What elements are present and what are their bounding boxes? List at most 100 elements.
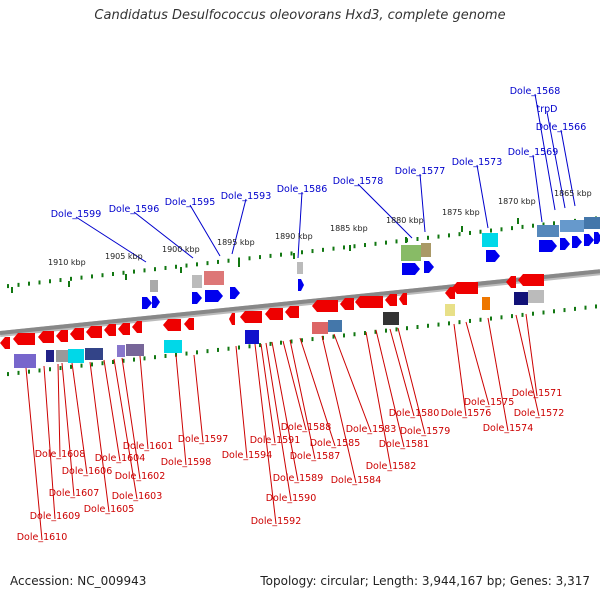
gene-label: Dole_1594 — [222, 450, 273, 461]
gene-label: Dole_1578 — [333, 176, 384, 187]
leader-line — [365, 331, 392, 470]
leader-line — [254, 343, 277, 525]
gene-label: Dole_1577 — [395, 166, 446, 177]
leader-line — [465, 321, 490, 406]
gene-label: Dole_1604 — [95, 453, 146, 464]
annotation-box — [85, 348, 103, 360]
leader-line — [487, 317, 509, 432]
annotation-box — [528, 290, 544, 303]
gene-label: Dole_1576 — [441, 408, 492, 419]
gene-label: Dole_1590 — [266, 493, 317, 504]
leader-line — [297, 191, 303, 259]
forward-gene-arrow — [142, 297, 152, 309]
leader-line — [71, 362, 88, 475]
annotation-box — [383, 312, 399, 325]
reverse-gene-arrow — [86, 326, 102, 338]
reverse-gene-arrow — [285, 306, 299, 318]
reverse-gene-arrow — [104, 324, 116, 336]
annotation-box — [245, 330, 259, 344]
gene-label: trpD — [537, 104, 558, 115]
forward-gene-arrow — [560, 238, 570, 250]
reverse-gene-arrow — [56, 330, 68, 342]
forward-gene-arrow — [594, 232, 600, 244]
leader-line — [61, 362, 75, 497]
reverse-gene-arrow — [240, 311, 262, 323]
gene-label: Dole_1591 — [250, 435, 301, 446]
leader-line — [397, 327, 426, 435]
gene-label: Dole_1609 — [30, 511, 81, 522]
backbone-line — [0, 269, 600, 335]
gene-labels[interactable]: Dole_1599 Dole_1596 Dole_1595 Dole_1593 Dole… — [17, 86, 587, 543]
annotation-box — [192, 275, 202, 288]
leader-line — [476, 164, 489, 229]
forward-gene-arrow — [192, 292, 202, 304]
forward-gene-arrow — [230, 287, 240, 299]
gene-label: Dole_1580 — [389, 408, 440, 419]
leader-line — [534, 93, 556, 211]
reverse-gene-arrow — [265, 308, 283, 320]
leader-line — [193, 354, 204, 443]
annotation-box — [204, 271, 224, 285]
reverse-gene-arrow — [518, 274, 544, 286]
reverse-gene-arrow — [38, 331, 54, 343]
reverse-gene-arrow — [13, 333, 35, 345]
gene-features — [0, 217, 600, 368]
gene-label: Dole_1574 — [483, 423, 534, 434]
scale-label: 1880 kbp — [386, 216, 424, 225]
annotation-box — [46, 350, 54, 362]
gene-label: Dole_1587 — [290, 451, 341, 462]
leader-line — [299, 337, 336, 447]
leader-line — [321, 335, 357, 484]
gene-label: Dole_1568 — [510, 86, 561, 97]
reverse-gene-arrow — [132, 321, 142, 333]
annotation-box — [482, 297, 490, 310]
reverse-gene-arrow — [385, 294, 397, 306]
genome-backbone — [0, 269, 600, 337]
annotation-box — [297, 262, 303, 274]
gene-label: Dole_1573 — [452, 157, 503, 168]
reverse-gene-arrow — [312, 300, 338, 312]
label-leader-lines — [25, 93, 576, 541]
scale-label: 1870 kbp — [498, 197, 536, 206]
leader-line — [113, 358, 138, 500]
annotation-box — [68, 349, 84, 363]
gene-label: Dole_1606 — [62, 466, 113, 477]
leader-line — [515, 314, 540, 417]
leader-line — [375, 329, 405, 448]
reverse-gene-arrow — [340, 298, 354, 310]
leader-line — [133, 211, 194, 259]
gene-label: Dole_1582 — [366, 461, 417, 472]
scale-labels: 1910 kbp 1905 kbp 1900 kbp 1895 kbp 1890 kbp… — [11, 189, 592, 293]
annotation-box — [401, 245, 421, 261]
gene-label: Dole_1588 — [281, 422, 332, 433]
genome-summary-text: Topology: circular; Length: 3,944,167 bp… — [260, 574, 590, 588]
annotation-box — [584, 217, 600, 229]
forward-gene-arrow — [486, 250, 500, 262]
annotation-box — [126, 344, 144, 356]
leader-line — [532, 154, 543, 223]
gene-label: Dole_1575 — [464, 397, 515, 408]
reverse-gene-arrow — [355, 296, 383, 308]
leader-line — [25, 367, 43, 541]
gene-label: Dole_1598 — [161, 457, 212, 468]
reverse-gene-arrow — [452, 282, 478, 294]
gene-label: Dole_1608 — [35, 449, 86, 460]
leader-line — [453, 323, 467, 417]
annotation-box — [514, 292, 528, 305]
forward-gene-arrow — [572, 236, 582, 248]
map-title: Candidatus Desulfococcus oleovorans Hxd3… — [94, 8, 506, 23]
annotation-box — [150, 280, 158, 292]
reverse-gene-arrow — [184, 318, 194, 330]
annotation-box — [312, 322, 328, 334]
leader-line — [560, 129, 576, 207]
forward-gene-arrow — [539, 240, 557, 252]
gene-label: Dole_1602 — [115, 471, 166, 482]
reverse-gene-arrow — [399, 293, 407, 305]
leader-line — [121, 357, 141, 480]
scale-label: 1905 kbp — [105, 252, 143, 261]
gene-label: Dole_1571 — [512, 388, 563, 399]
annotation-box — [445, 304, 455, 316]
leader-line — [139, 355, 149, 450]
annotation-box — [537, 225, 559, 237]
